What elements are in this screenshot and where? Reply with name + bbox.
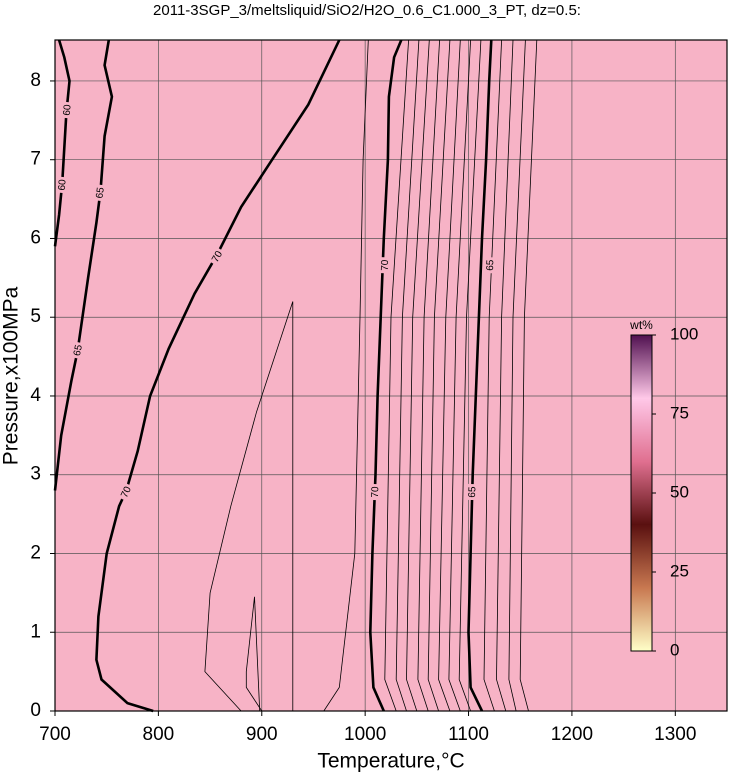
x-tick-label: 1300: [654, 724, 696, 745]
contour-label-bg: [379, 257, 391, 274]
y-tick-label: 8: [30, 70, 41, 91]
y-tick-label: 3: [30, 464, 41, 485]
colorbar-label: wt%: [629, 318, 653, 332]
colorbar-tick-label: 50: [670, 482, 689, 501]
y-tick-label: 5: [30, 306, 41, 327]
colorbar-tick-label: 75: [670, 403, 689, 422]
contour-line: [448, 39, 471, 712]
contour-line: [384, 39, 409, 712]
contour-label-bg: [369, 483, 381, 501]
x-tick-label: 1200: [551, 724, 593, 745]
contour-label-bg: [466, 483, 478, 501]
contour-line: [245, 596, 263, 712]
contour-line: [395, 39, 420, 712]
colorbar-tick-label: 100: [670, 324, 698, 343]
x-tick-label: 800: [143, 724, 175, 745]
x-tick-label: 900: [246, 724, 278, 745]
y-tick-label: 2: [30, 543, 41, 564]
contour-line: [483, 39, 502, 712]
y-tick-label: 4: [30, 385, 41, 406]
contour-line: [427, 39, 451, 712]
plot-frame: [54, 39, 728, 712]
contour-line: [406, 39, 430, 712]
contour-line: [95, 39, 341, 713]
contour-line: [204, 301, 294, 712]
contour-label-group: 60: [61, 101, 74, 119]
contour-label-bg: [56, 176, 68, 194]
contour-line: [323, 39, 369, 712]
contour-label-bg: [71, 341, 85, 360]
contour-label-group: 70: [118, 482, 134, 502]
contour-line: [496, 39, 514, 712]
contour-label: 60: [57, 178, 69, 191]
y-axis-label: Pressure,x100MPa: [0, 286, 23, 465]
chart-title: 2011-3SGP_3/meltsliquid/SiO2/H2O_0.6_C1.…: [153, 2, 581, 19]
contour-label-group: 70: [379, 257, 391, 274]
contour-line: [438, 39, 461, 712]
contour-label-bg: [208, 247, 226, 267]
colorbar: [630, 334, 653, 652]
contour-label: 70: [119, 485, 134, 500]
contour-label-bg: [61, 101, 73, 119]
contour-line: [519, 39, 538, 712]
x-tick-label: 1100: [448, 724, 489, 745]
x-tick-label: 1000: [344, 724, 386, 745]
colorbar-tick-label: 0: [670, 640, 679, 659]
contour-label: 60: [62, 104, 74, 117]
x-axis-label: Temperature,°C: [317, 750, 464, 773]
y-tick-label: 6: [30, 227, 41, 248]
contour-label: 70: [210, 249, 225, 265]
contour-line: [368, 39, 403, 712]
contour-label: 65: [467, 486, 478, 498]
contour-label-group: 65: [484, 257, 496, 274]
contour-label: 65: [72, 343, 85, 357]
contour-label-group: 70: [369, 483, 381, 501]
contour-label-group: 60: [56, 176, 69, 194]
contour-line: [508, 39, 526, 712]
contour-label: 65: [94, 186, 106, 199]
contour-label-group: 65: [71, 341, 85, 360]
colorbar-tick-label: 25: [670, 561, 689, 580]
contour-line: [467, 39, 493, 712]
contour-label-group: 65: [93, 184, 107, 202]
contour-label-bg: [118, 482, 134, 502]
contour-label: 70: [370, 486, 381, 498]
y-tick-label: 7: [30, 149, 41, 170]
contour-label: 65: [485, 259, 496, 271]
contour-label-group: 70: [208, 247, 226, 267]
contour-label-bg: [93, 184, 106, 202]
plot-background: [55, 40, 727, 711]
contour-line: [417, 39, 440, 712]
y-tick-label: 0: [30, 700, 41, 721]
contour-label-bg: [484, 257, 496, 274]
contour-label: 70: [380, 259, 391, 271]
x-tick-label: 700: [39, 724, 71, 745]
contour-label-group: 65: [466, 483, 478, 501]
contour-line: [53, 39, 114, 491]
y-tick-label: 1: [30, 621, 41, 642]
contour-line: [458, 39, 482, 712]
